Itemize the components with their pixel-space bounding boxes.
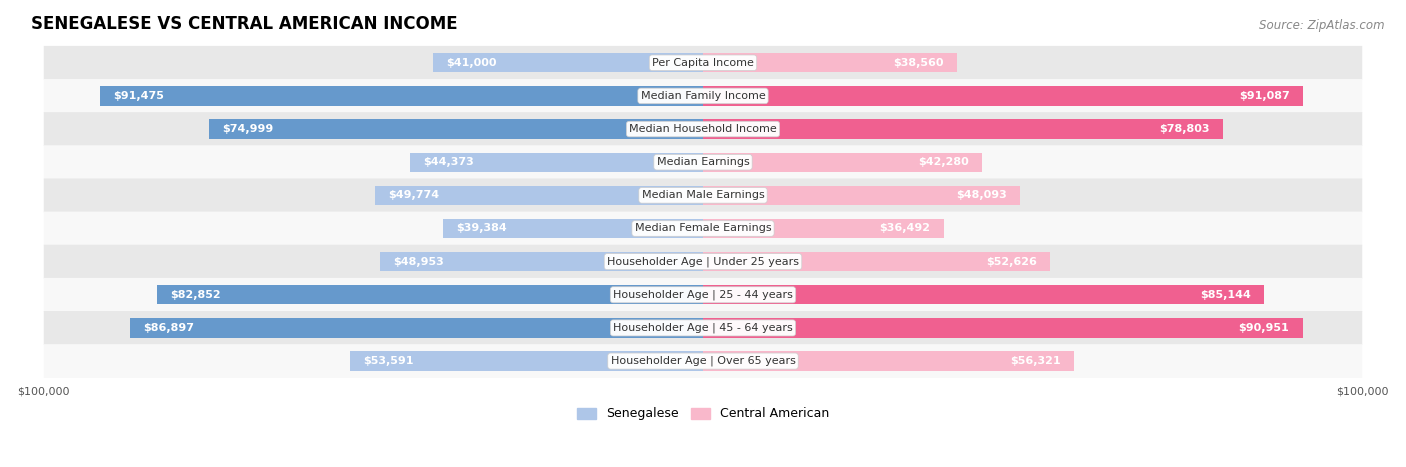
Text: $36,492: $36,492: [879, 224, 931, 234]
Bar: [703, 186, 1019, 205]
FancyBboxPatch shape: [44, 145, 1362, 179]
Text: $91,087: $91,087: [1240, 91, 1291, 101]
FancyBboxPatch shape: [44, 344, 1362, 378]
Text: Per Capita Income: Per Capita Income: [652, 58, 754, 68]
FancyBboxPatch shape: [44, 79, 1362, 113]
Text: $78,803: $78,803: [1159, 124, 1209, 134]
FancyBboxPatch shape: [44, 278, 1362, 311]
Text: Householder Age | 45 - 64 years: Householder Age | 45 - 64 years: [613, 323, 793, 333]
Text: $86,897: $86,897: [143, 323, 194, 333]
Text: Median Family Income: Median Family Income: [641, 91, 765, 101]
Text: $85,144: $85,144: [1201, 290, 1251, 300]
Text: Source: ZipAtlas.com: Source: ZipAtlas.com: [1260, 19, 1385, 32]
FancyBboxPatch shape: [44, 112, 1362, 146]
FancyBboxPatch shape: [44, 245, 1362, 278]
Text: Householder Age | Under 25 years: Householder Age | Under 25 years: [607, 256, 799, 267]
Text: $91,475: $91,475: [112, 91, 165, 101]
Text: $52,626: $52,626: [986, 257, 1036, 267]
Text: $44,373: $44,373: [423, 157, 474, 167]
Bar: [703, 285, 1264, 304]
Text: $48,953: $48,953: [394, 257, 444, 267]
Text: $74,999: $74,999: [222, 124, 273, 134]
Bar: [208, 120, 703, 139]
Bar: [703, 120, 1222, 139]
FancyBboxPatch shape: [44, 311, 1362, 345]
Text: Householder Age | Over 65 years: Householder Age | Over 65 years: [610, 356, 796, 366]
FancyBboxPatch shape: [44, 178, 1362, 212]
Text: $38,560: $38,560: [894, 58, 943, 68]
Bar: [157, 285, 703, 304]
Bar: [411, 153, 703, 172]
Text: $49,774: $49,774: [388, 191, 439, 200]
Bar: [380, 252, 703, 271]
Text: Median Female Earnings: Median Female Earnings: [634, 224, 772, 234]
FancyBboxPatch shape: [44, 46, 1362, 80]
Bar: [703, 153, 981, 172]
Text: Householder Age | 25 - 44 years: Householder Age | 25 - 44 years: [613, 290, 793, 300]
Text: $56,321: $56,321: [1011, 356, 1062, 366]
Bar: [375, 186, 703, 205]
Legend: Senegalese, Central American: Senegalese, Central American: [572, 403, 834, 425]
Bar: [131, 318, 703, 338]
Text: $42,280: $42,280: [918, 157, 969, 167]
Bar: [350, 352, 703, 371]
Text: Median Household Income: Median Household Income: [628, 124, 778, 134]
Bar: [703, 53, 957, 72]
Bar: [703, 318, 1302, 338]
Text: $90,951: $90,951: [1239, 323, 1289, 333]
Text: $53,591: $53,591: [363, 356, 413, 366]
Bar: [100, 86, 703, 106]
Bar: [703, 86, 1303, 106]
Bar: [703, 252, 1050, 271]
Text: $41,000: $41,000: [446, 58, 496, 68]
Bar: [443, 219, 703, 238]
Text: $39,384: $39,384: [457, 224, 508, 234]
Text: Median Earnings: Median Earnings: [657, 157, 749, 167]
Text: $48,093: $48,093: [956, 191, 1007, 200]
Bar: [703, 219, 943, 238]
Text: SENEGALESE VS CENTRAL AMERICAN INCOME: SENEGALESE VS CENTRAL AMERICAN INCOME: [31, 15, 457, 33]
Text: $82,852: $82,852: [170, 290, 221, 300]
Text: Median Male Earnings: Median Male Earnings: [641, 191, 765, 200]
Bar: [433, 53, 703, 72]
FancyBboxPatch shape: [44, 212, 1362, 245]
Bar: [703, 352, 1074, 371]
